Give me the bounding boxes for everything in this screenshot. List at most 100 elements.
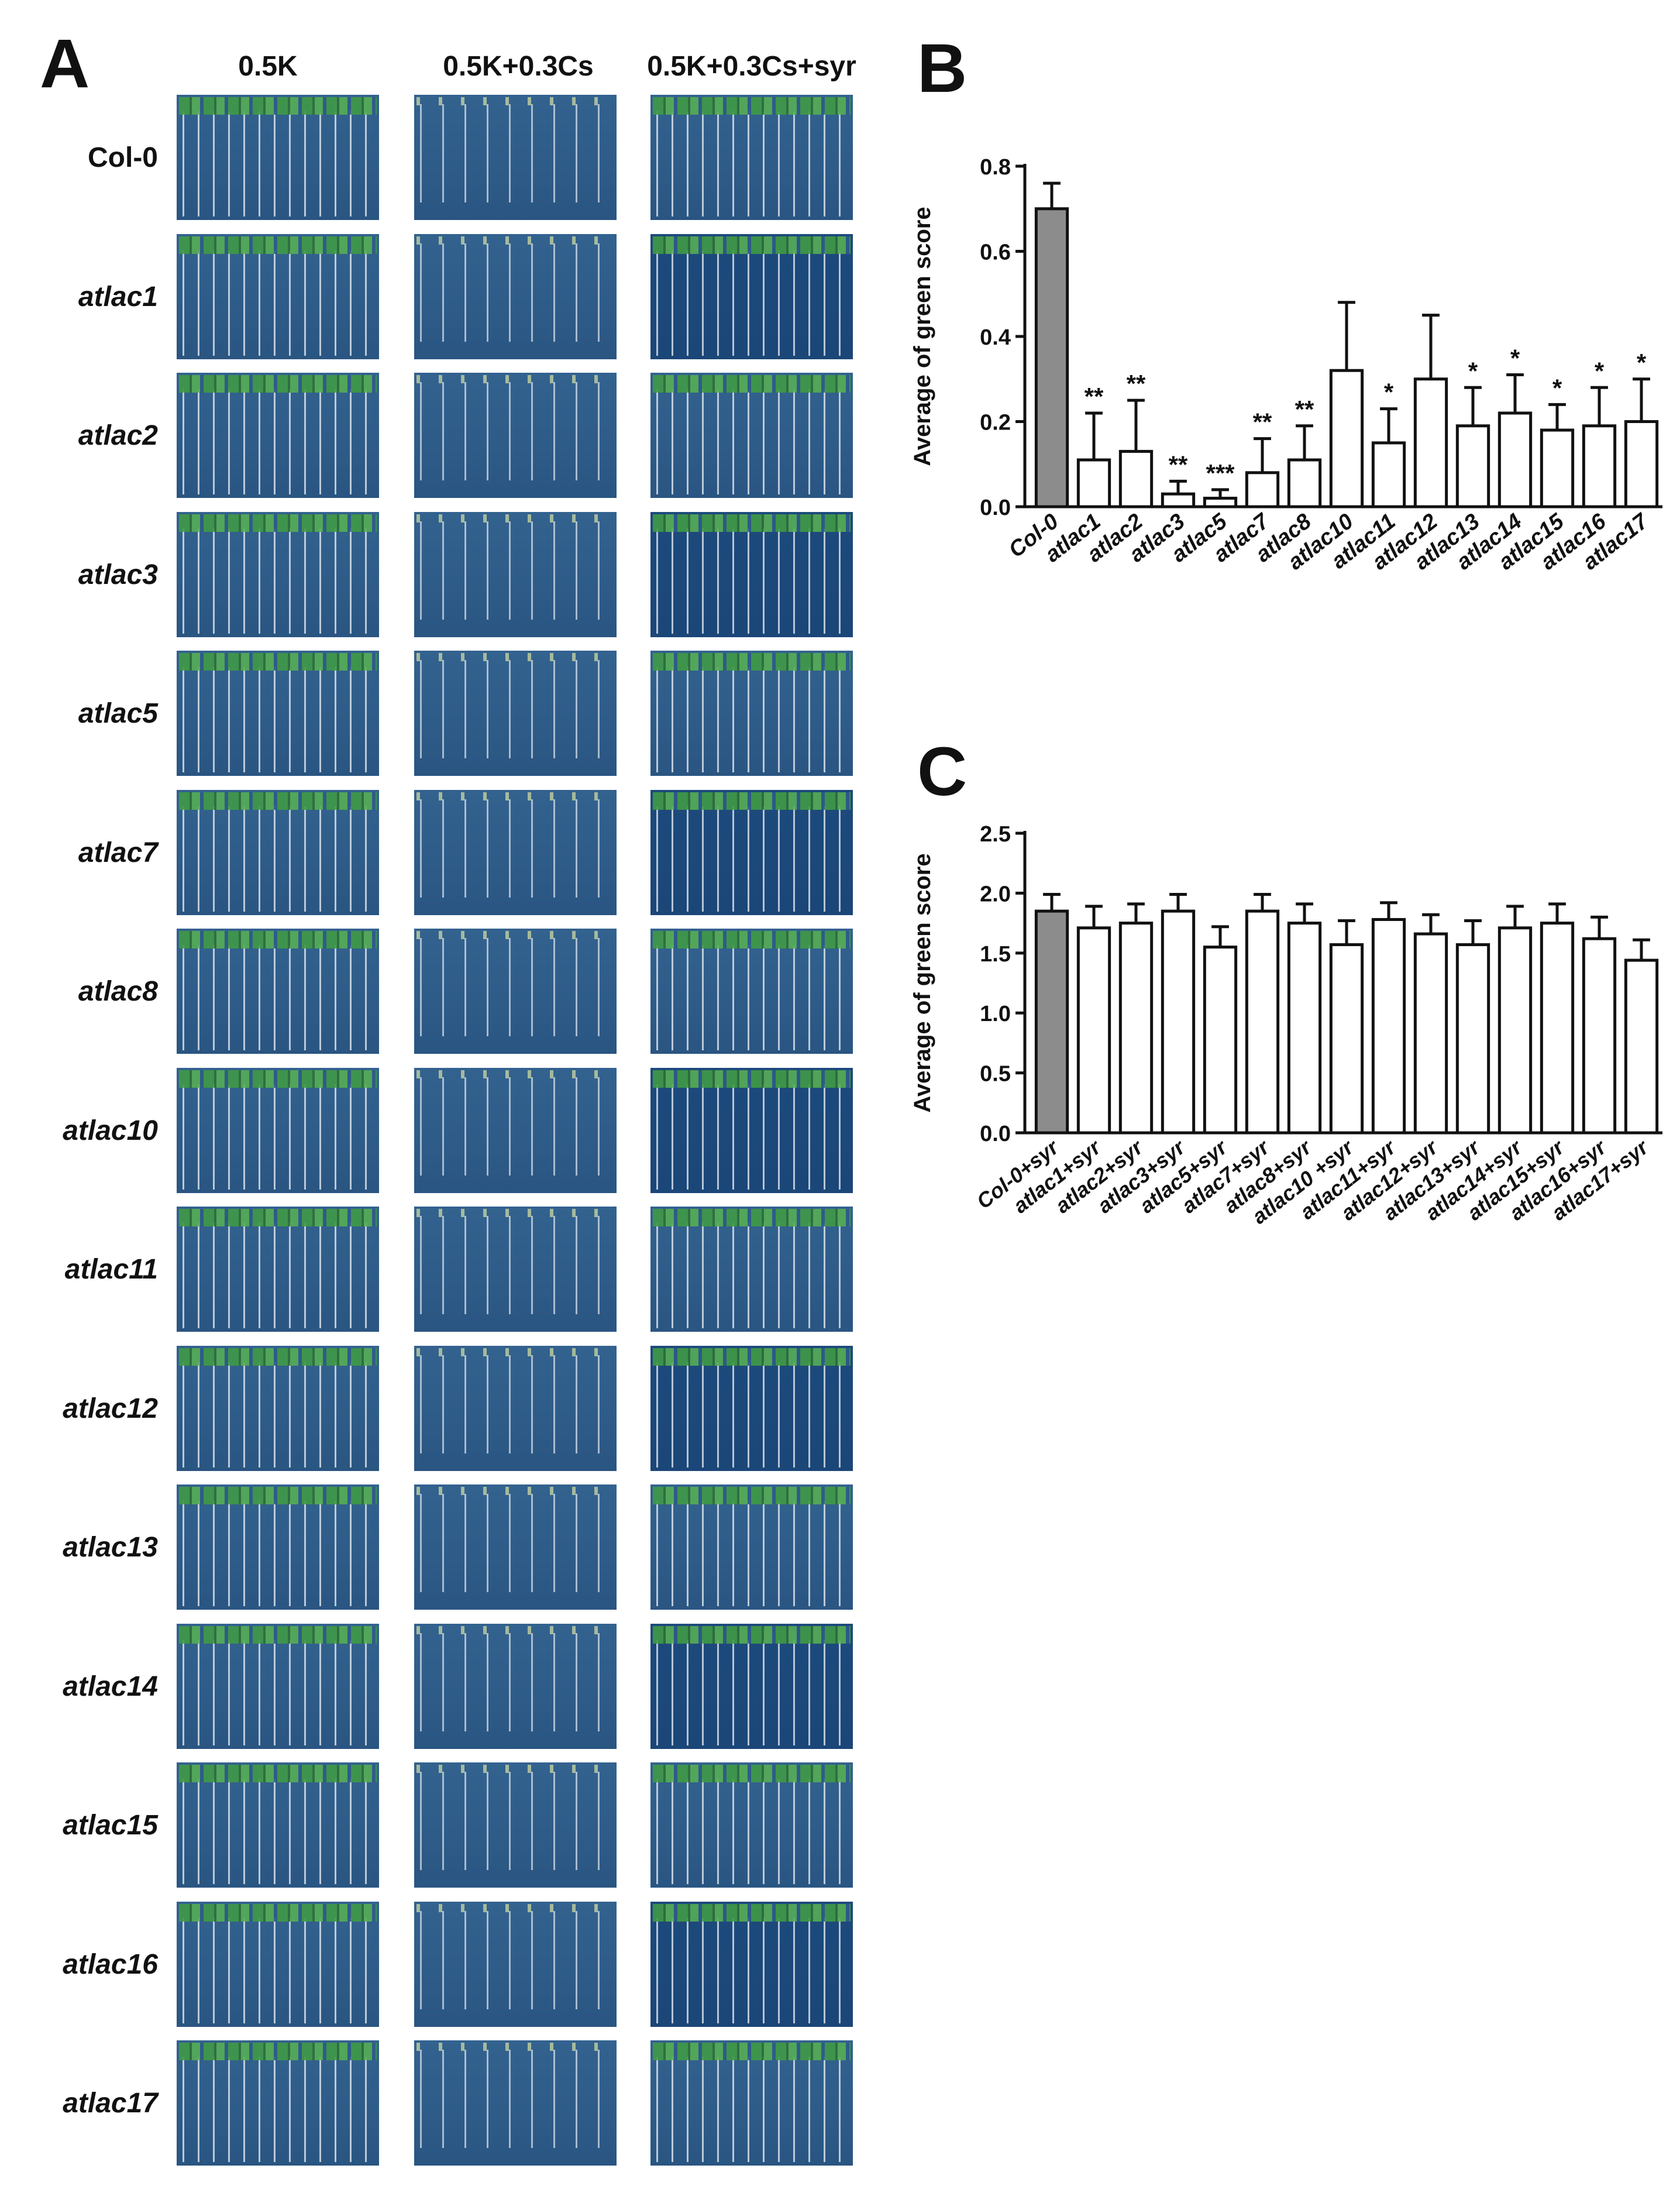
y-tick-label: 0.2 (980, 411, 1011, 435)
bar-atlac12+syr (1413, 932, 1448, 1135)
y-tick-label: 0.0 (980, 496, 1011, 520)
seedling-leaves (179, 236, 377, 254)
seedling-roots (656, 945, 847, 1050)
seedling-roots (656, 1917, 847, 2023)
seedling-photo-atlac12-col0 (177, 1345, 379, 1471)
seedling-roots (656, 1779, 847, 1884)
seedling-photo-atlac16-col1 (414, 1901, 617, 2027)
seedling-roots (420, 660, 611, 758)
bar-Col-0+syr (1034, 909, 1069, 1135)
row-label-atlac11: atlac11 (64, 1254, 158, 1285)
seedling-photo-atlac7-col1 (414, 789, 617, 915)
bar-atlac11 (1371, 441, 1406, 508)
seedling-roots (183, 1223, 373, 1328)
seedling-leaves (179, 1903, 377, 1922)
bar-atlac14+syr (1497, 926, 1533, 1135)
row-label-atlac5: atlac5 (78, 698, 158, 729)
seedling-photo-atlac14-col1 (414, 1623, 617, 1749)
bar-atlac7 (1245, 471, 1280, 508)
seedling-photo-atlac7-col0 (177, 789, 379, 915)
seedling-leaves (179, 97, 377, 115)
seedling-roots (656, 806, 847, 912)
bar-atlac13+syr (1455, 943, 1490, 1135)
seedling-roots (420, 243, 611, 342)
seedling-photo-atlac14-col2 (650, 1623, 853, 1749)
bar-atlac12 (1413, 377, 1448, 508)
seedling-photo-Col-0-col0 (177, 95, 379, 220)
seedling-leaves (416, 1348, 614, 1356)
bar-atlac17+syr (1624, 958, 1659, 1135)
seedling-roots (183, 1640, 373, 1745)
seedling-roots (420, 938, 611, 1036)
seedling-photo-atlac17-col0 (177, 2040, 379, 2166)
seedling-roots (420, 1910, 611, 2009)
seedling-roots (183, 250, 373, 356)
bar-atlac10 +syr (1329, 943, 1364, 1135)
bar-atlac15 (1540, 428, 1575, 508)
seedling-leaves (653, 2043, 851, 2060)
seedling-leaves (179, 1765, 377, 1782)
bar-atlac2 (1118, 449, 1154, 508)
seedling-leaves (653, 931, 851, 948)
bar-atlac7+syr (1245, 909, 1280, 1135)
y-tick-label: 1.0 (980, 1002, 1011, 1026)
seedling-roots (656, 1084, 847, 1190)
seedling-leaves (179, 1625, 377, 1644)
seedling-roots (183, 1917, 373, 2023)
y-tick-label: 2.0 (980, 882, 1011, 906)
seedling-leaves (653, 514, 851, 532)
seedling-leaves (416, 1070, 614, 1078)
seedling-photo-Col-0-col1 (414, 95, 617, 220)
seedling-roots (656, 1501, 847, 1606)
seedling-roots (183, 528, 373, 634)
seedling-photo-atlac17-col2 (650, 2040, 853, 2166)
seedling-leaves (179, 1348, 377, 1366)
seedling-roots (183, 1779, 373, 1884)
seedling-photo-atlac5-col2 (650, 651, 853, 776)
seedling-photo-atlac5-col0 (177, 651, 379, 776)
significance-mark: ** (1169, 451, 1188, 478)
significance-mark: * (1552, 374, 1562, 401)
seedling-photo-atlac17-col1 (414, 2040, 617, 2166)
seedling-photo-atlac8-col1 (414, 929, 617, 1054)
seedling-photo-atlac7-col2 (650, 789, 853, 915)
row-label-atlac8: atlac8 (78, 976, 158, 1007)
seedling-leaves (179, 931, 377, 948)
seedling-leaves (179, 2043, 377, 2060)
seedling-photo-atlac11-col0 (177, 1207, 379, 1332)
row-label-atlac12: atlac12 (63, 1393, 158, 1424)
seedling-roots (183, 1084, 373, 1190)
seedling-roots (656, 250, 847, 356)
bar-atlac5 (1203, 496, 1238, 508)
bar-atlac17 (1624, 420, 1659, 508)
seedling-roots (656, 389, 847, 494)
seedling-roots (183, 806, 373, 912)
seedling-photo-atlac2-col1 (414, 373, 617, 498)
seedling-photo-atlac3-col1 (414, 511, 617, 637)
seedling-leaves (653, 1765, 851, 1782)
seedling-photo-atlac12-col2 (650, 1345, 853, 1471)
row-label-atlac15: atlac15 (63, 1810, 158, 1841)
seedling-photo-atlac8-col2 (650, 929, 853, 1054)
bar-atlac3 (1161, 492, 1196, 508)
significance-mark: ** (1295, 396, 1314, 423)
bar-atlac14 (1497, 411, 1533, 508)
bar-atlac1+syr (1076, 926, 1111, 1135)
significance-mark: * (1595, 357, 1605, 384)
seedling-leaves (653, 792, 851, 810)
y-axis-label: Average of green score (910, 853, 935, 1112)
seedling-leaves (653, 1487, 851, 1504)
bar-atlac8+syr (1287, 922, 1322, 1135)
seedling-leaves (653, 97, 851, 115)
seedling-leaves (653, 1070, 851, 1088)
bar-atlac16 (1582, 424, 1617, 508)
seedling-leaves (416, 514, 614, 523)
bar-atlac15+syr (1540, 922, 1575, 1135)
seedling-leaves (416, 931, 614, 939)
y-tick-label: 0.0 (980, 1122, 1011, 1146)
seedling-roots (420, 1494, 611, 1592)
seedling-photo-atlac13-col2 (650, 1484, 853, 1610)
column-header-2: 0.5K+0.3Cs+syr (647, 51, 856, 82)
row-label-atlac2: atlac2 (78, 420, 158, 451)
